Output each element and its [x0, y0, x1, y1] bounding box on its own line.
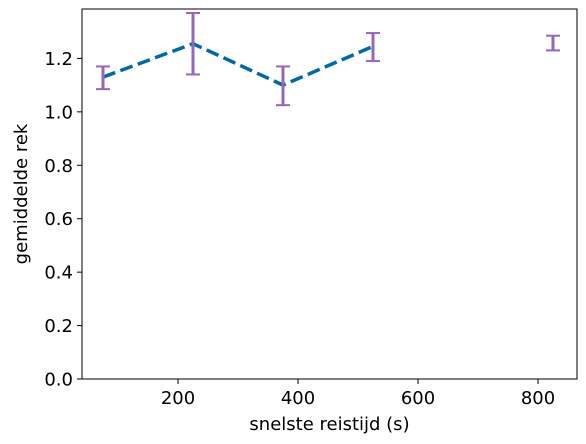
y-tick-label: 1.0	[44, 102, 73, 123]
y-tick-label: 0.6	[44, 209, 73, 230]
x-tick-label: 800	[521, 388, 555, 409]
x-tick-label: 200	[161, 388, 195, 409]
error-bar-3	[366, 32, 380, 63]
y-tick-label: 0.2	[44, 316, 73, 337]
error-bar-4	[546, 34, 560, 52]
error-bar-0	[96, 65, 110, 91]
series-line-0	[102, 41, 374, 87]
error-bar-2	[276, 65, 290, 107]
y-axis-title: gemiddelde rek	[11, 123, 32, 264]
plot-area	[96, 12, 560, 107]
axis-ticks: 200 400 600 800 0.0 0.2 0.4 0.6 0.8 1.0 1.2	[44, 49, 555, 409]
x-axis-title: snelste reistijd (s)	[249, 414, 409, 435]
x-tick-label: 400	[281, 388, 315, 409]
x-tick-label: 600	[401, 388, 435, 409]
error-bar-1	[186, 12, 200, 76]
plot-frame	[81, 8, 578, 380]
y-tick-label: 0.8	[44, 156, 73, 177]
y-tick-label: 1.2	[44, 49, 73, 70]
y-tick-label: 0.4	[44, 263, 73, 284]
y-tick-label: 0.0	[44, 370, 73, 391]
